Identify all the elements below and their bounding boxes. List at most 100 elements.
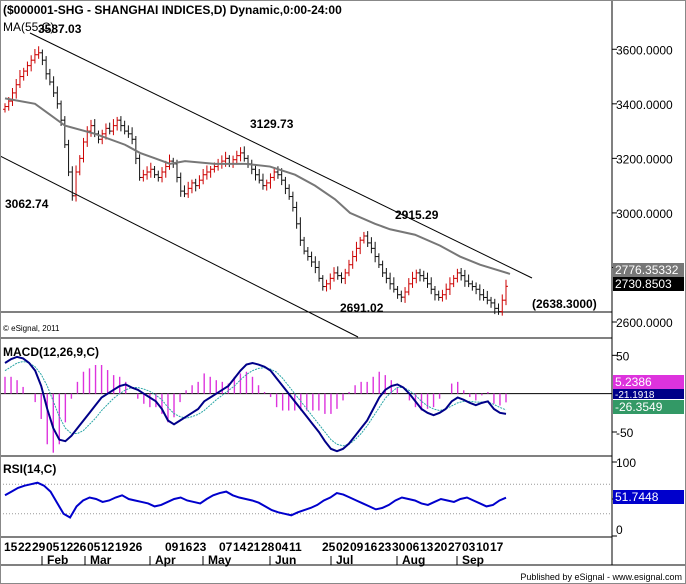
footer-text: Published by eSignal - www.esignal.com: [520, 572, 682, 582]
price-bar: [130, 127, 135, 145]
price-bar: [369, 237, 374, 254]
x-date-label: 23: [378, 540, 392, 554]
price-bar: [137, 154, 142, 181]
price-bar: [414, 269, 419, 284]
x-axis: 15 22 29 05 12 26 05 12 19 26 09 16 23 07 14 21 28 04 11 25…: [4, 540, 504, 567]
ma-value-box: [613, 263, 684, 277]
price-bar: [504, 279, 508, 306]
price-bar: [335, 266, 340, 280]
price-bar: [485, 290, 490, 305]
price-bar: [238, 147, 243, 162]
x-date-label: 12: [60, 540, 74, 554]
price-bar: [145, 166, 150, 180]
price-bar: [470, 280, 475, 291]
x-date-label: 10: [476, 540, 490, 554]
chart-title: ($000001-SHG - SHANGHAI INDICES,D) Dynam…: [3, 3, 342, 17]
x-date-label: 30: [392, 540, 406, 554]
price-bar: [436, 290, 441, 301]
price-bar: [14, 79, 19, 99]
x-date-label: 26: [129, 540, 143, 554]
price-bar: [253, 164, 258, 181]
price-bar: [313, 256, 318, 274]
price-bar: [257, 169, 262, 184]
price-bar: [440, 289, 445, 302]
price-bar: [17, 70, 22, 88]
price-bar: [264, 179, 269, 191]
rsi-tick-label: 100: [616, 456, 636, 470]
price-bar: [324, 279, 329, 292]
price-bar: [365, 231, 370, 247]
price-bar: [204, 165, 209, 180]
x-date-label: 23: [193, 540, 207, 554]
price-bar: [418, 268, 423, 282]
price-bar: [373, 241, 378, 263]
price-annotation: 3587.03: [38, 22, 82, 36]
price-bar: [328, 273, 333, 290]
price-bar: [403, 287, 408, 303]
macd-panel: 50 -50 MACD(12,26,9,C) 5.2386-21.1918-26.35…: [0, 345, 684, 453]
price-bar: [459, 268, 464, 281]
x-month-label: Feb: [47, 553, 68, 567]
price-bar: [62, 116, 67, 148]
price-bar: [193, 178, 198, 192]
price-bar: [432, 286, 437, 301]
price-bar: [272, 167, 277, 181]
price-bar: [107, 122, 112, 135]
x-date-label: 13: [420, 540, 434, 554]
price-bar: [320, 275, 325, 291]
price-bar: [332, 267, 337, 282]
price-bar: [425, 272, 430, 288]
price-bar: [429, 277, 434, 295]
x-date-label: 11: [289, 540, 302, 554]
price-panel: 3600.00003400.00003200.00003000.00002800…: [0, 20, 684, 338]
price-bar: [201, 169, 206, 185]
price-bar: [81, 137, 86, 163]
price-annotation: 3129.73: [250, 117, 294, 131]
price-bar: [391, 277, 396, 293]
price-bar: [88, 119, 93, 137]
price-bar: [447, 277, 452, 295]
price-bar: [298, 217, 303, 246]
price-bar: [77, 155, 82, 176]
price-bar: [141, 169, 146, 182]
price-tick-label: 3000.0000: [616, 207, 673, 221]
price-bar: [384, 268, 389, 284]
price-bar: [186, 181, 191, 198]
price-bar: [260, 173, 265, 190]
price-bar: [350, 250, 355, 269]
price-bar: [44, 56, 49, 80]
price-bar: [395, 286, 400, 299]
price-bar: [74, 165, 79, 202]
price-bar: [380, 260, 385, 277]
price-bar: [111, 119, 116, 136]
price-bar: [361, 231, 366, 244]
price-bar: [290, 191, 295, 212]
histogram-value: 5.2386: [615, 375, 652, 389]
price-bar: [66, 139, 71, 177]
price-bar: [421, 270, 426, 282]
price-bar: [343, 268, 348, 285]
macd-value: -26.3549: [615, 400, 663, 414]
x-month-label: Sep: [462, 553, 484, 567]
price-tick-label: 3600.0000: [616, 43, 673, 57]
x-date-label: 05: [87, 540, 101, 554]
price-bar: [376, 253, 381, 268]
x-date-label: 28: [261, 540, 275, 554]
price-bar: [208, 166, 213, 178]
price-bar: [70, 166, 75, 201]
price-annotation: (2638.3000): [532, 297, 597, 311]
price-bar: [489, 296, 494, 308]
price-tick-label: 3400.0000: [616, 98, 673, 112]
rsi-panel: 100500RSI(14,C)51.7448: [0, 456, 684, 537]
rsi-value-box: [613, 490, 684, 504]
price-bar: [178, 172, 183, 197]
x-month-label: Apr: [155, 553, 176, 567]
price-bar: [302, 236, 307, 255]
price-bar: [55, 86, 60, 109]
rsi-title: RSI(14,C): [3, 462, 56, 476]
price-bar: [309, 251, 314, 267]
x-date-label: 07: [219, 540, 233, 554]
x-date-label: 25: [322, 540, 336, 554]
close-value-box: [613, 277, 684, 291]
price-bar: [36, 46, 41, 59]
